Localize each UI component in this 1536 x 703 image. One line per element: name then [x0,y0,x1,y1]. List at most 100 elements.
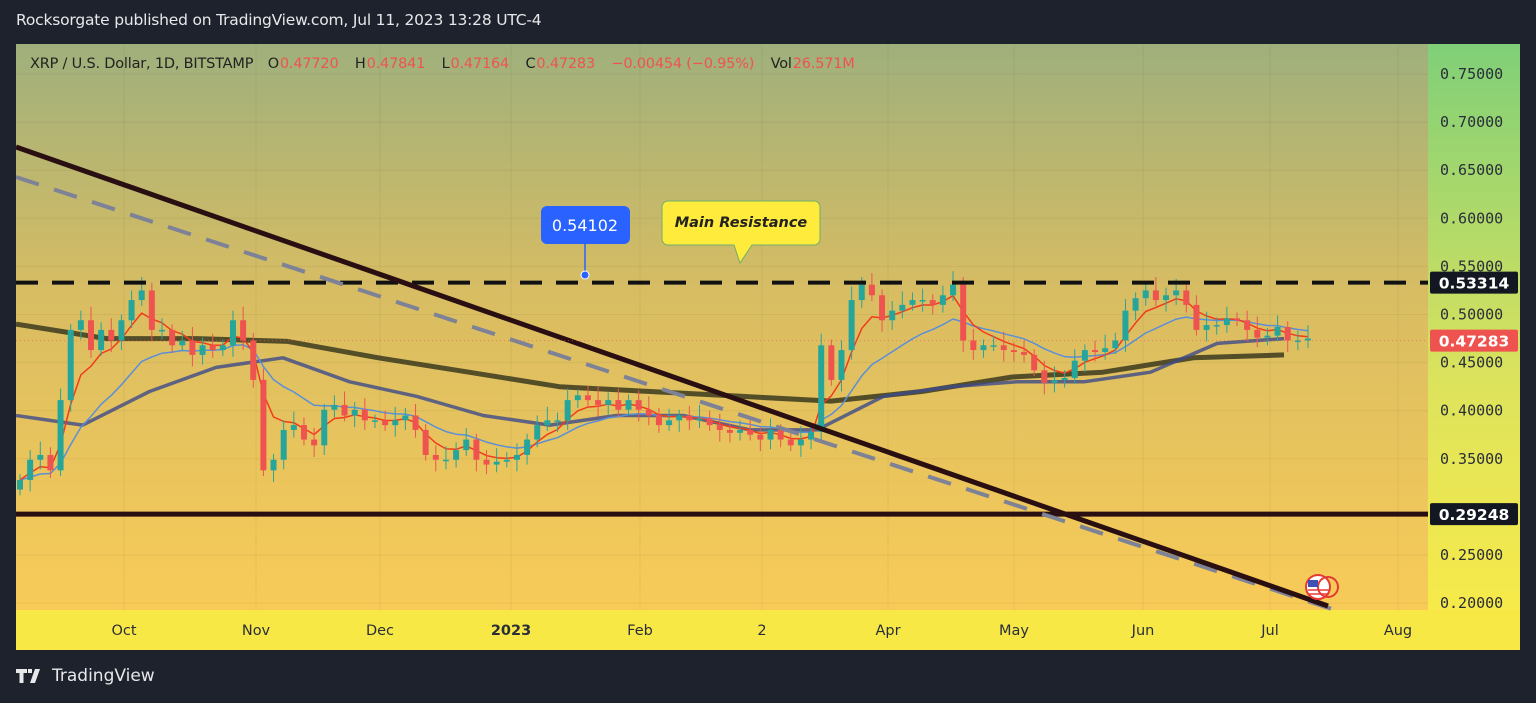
candle-body [889,310,896,321]
x-tick-label: Nov [242,623,271,639]
candle-body [1061,377,1068,380]
candle-body [169,329,176,346]
x-tick-label: Jul [1260,623,1279,639]
candle-body [473,439,480,460]
candle-body [179,340,186,346]
x-axis-ticks: Oct Nov Dec 2023 Feb 2 Apr May Jun Jul Aug [111,623,1412,639]
footer-brand[interactable]: TradingView [52,666,155,686]
candle-body [87,320,94,351]
drawings: 0.54102 Main Resistance [16,144,1428,612]
candle-body [402,415,409,421]
candle-body [47,454,54,471]
candle-body [158,329,165,332]
candle-body [584,395,591,401]
y-tick-label: 0.45000 [1440,354,1503,372]
change-value: −0.00454 (−0.95%) [611,56,755,72]
candle-body [868,284,875,296]
candle-body [818,345,825,432]
candle-body [331,404,338,410]
y-tick-label: 0.55000 [1440,257,1503,275]
x-tick-label: Dec [366,623,394,639]
candle-body [848,300,855,351]
candle-body [1183,290,1190,305]
x-tick-label: Jun [1131,623,1155,639]
candle-body [1041,370,1048,383]
support-price-label-box [1430,503,1518,526]
candle-body [615,400,622,410]
symbol-name[interactable]: XRP / U.S. Dollar, 1D, BITSTAMP [30,56,254,72]
candle-body [1021,352,1028,355]
candle-body [909,300,916,305]
candle-body [1234,318,1241,321]
candle-body [595,400,602,405]
candle-body [534,425,541,440]
candle-body [858,284,865,301]
candle-body [229,320,236,346]
x-tick-label: Aug [1384,623,1412,639]
candle-body [828,345,835,380]
time-axis[interactable] [16,610,1520,650]
candle-body [625,400,632,410]
candle-body [128,300,135,321]
x-tick-label: Apr [875,623,900,639]
candle-body [118,320,125,341]
candle-body [422,429,429,455]
candle-body [1092,350,1099,353]
open-label: O [267,56,279,72]
candle-body [57,400,64,471]
candle-body [148,290,155,330]
last-price-label-box [1430,329,1518,352]
candle-body [1071,360,1078,378]
price-label-box [541,206,630,244]
candle-body [412,415,419,430]
price-label-text: 0.54102 [552,216,618,235]
candle-body [777,429,784,440]
candle-body [27,459,34,480]
callout-text: Main Resistance [675,215,808,231]
callout-bubble [661,200,821,265]
resistance-price-label: 0.53314 [1439,275,1510,293]
price-label-anchor [580,270,590,280]
candle-body [1031,354,1038,371]
candle-body [463,439,470,451]
x-tick-label: Oct [111,623,136,639]
candle-body [361,409,368,421]
candle-body [1294,340,1301,342]
axis-price-labels: 0.53314 0.29248 0.47283 [1430,271,1518,526]
candle-body [655,415,662,426]
symbol-legend: XRP / U.S. Dollar, 1D, BITSTAMP O0.47720… [30,56,867,72]
tradingview-logo-icon [16,669,40,683]
candle-body [1305,338,1311,341]
candle-body [17,479,23,490]
candle-body [950,284,957,296]
candle-body [209,345,216,351]
candle-body [199,345,206,355]
candle-body [747,429,754,435]
candle-body [37,454,44,460]
y-tick-label: 0.25000 [1440,546,1503,564]
candle-body [554,420,561,422]
price-chart[interactable]: 0.54102 Main Resistance 0.75000 0.70000 0.6… [16,44,1520,650]
y-tick-label: 0.50000 [1440,306,1503,324]
candle-body [189,340,196,355]
candle-body [1254,329,1261,338]
candle-body [666,420,673,426]
volume-value: 26.571M [792,56,855,72]
high-value: 0.47841 [366,56,426,72]
candle-body [513,454,520,460]
candle-body [240,320,247,341]
candle-body [1152,290,1159,301]
candle-body [980,345,987,351]
candle-body [676,415,683,421]
candle-body [1102,348,1109,353]
candle-body [300,425,307,440]
candle-body [1051,379,1058,383]
candle-body [1122,310,1129,341]
candle-body [1223,318,1230,326]
candle-body [797,439,804,446]
y-axis-ticks: 0.75000 0.70000 0.65000 0.60000 0.55000 0.500… [1440,65,1503,612]
plot-background [16,44,1428,610]
candle-body [77,320,84,330]
candle-body [716,425,723,430]
x-tick-label: Feb [627,623,653,639]
